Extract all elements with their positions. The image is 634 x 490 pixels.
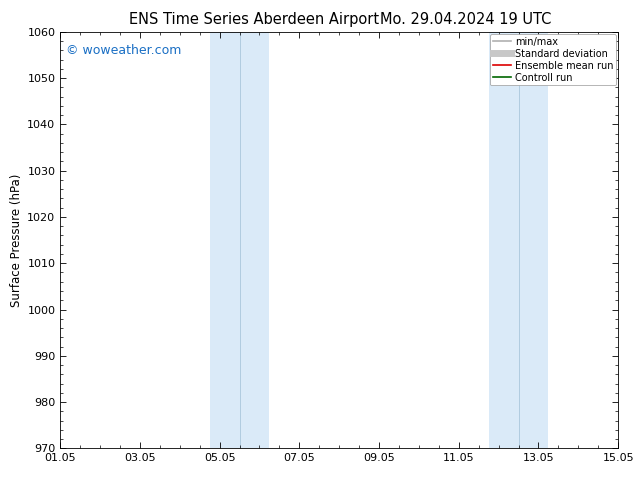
Legend: min/max, Standard deviation, Ensemble mean run, Controll run: min/max, Standard deviation, Ensemble me… bbox=[491, 34, 616, 85]
Bar bbox=[489, 32, 548, 448]
Y-axis label: Surface Pressure (hPa): Surface Pressure (hPa) bbox=[10, 173, 23, 307]
Text: © woweather.com: © woweather.com bbox=[66, 44, 181, 57]
Bar bbox=[210, 32, 269, 448]
Text: ENS Time Series Aberdeen Airport: ENS Time Series Aberdeen Airport bbox=[129, 12, 378, 27]
Text: Mo. 29.04.2024 19 UTC: Mo. 29.04.2024 19 UTC bbox=[380, 12, 552, 27]
